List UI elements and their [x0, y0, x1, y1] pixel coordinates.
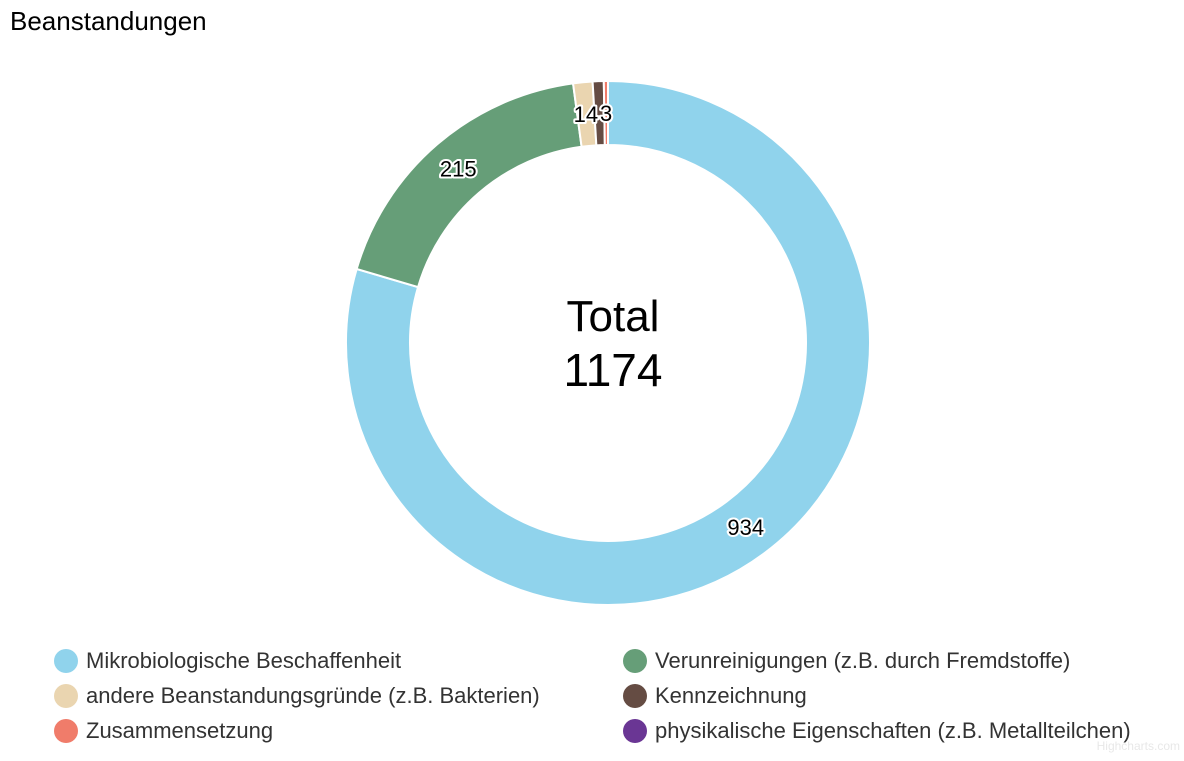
slice-labels: 934 215 14 3	[438, 99, 766, 542]
legend-item-verunreinigungen-z-b-durch-fremdstoffe[interactable]: Verunreinigungen (z.B. durch Fremdstoffe…	[623, 648, 1070, 674]
legend-item-kennzeichnung[interactable]: Kennzeichnung	[623, 683, 807, 709]
chart-credit[interactable]: Highcharts.com	[1096, 739, 1180, 753]
slice-label-andere-beanstandungsgründe-z-b-bakterien: 14	[574, 102, 598, 127]
slice-label-zusammensetzung: 3	[600, 101, 612, 126]
donut-chart: 934 215 14 3 Total 1174	[345, 79, 871, 606]
legend-swatch	[623, 719, 647, 743]
legend-swatch	[54, 649, 78, 673]
slice-zusammensetzung[interactable]	[602, 79, 609, 147]
legend-label: Zusammensetzung	[86, 718, 274, 743]
legend-swatch	[54, 684, 78, 708]
slice-verunreinigungen-z-b-durch-fremdstoffe[interactable]	[355, 82, 583, 289]
chart-title: Beanstandungen	[10, 6, 207, 36]
center-total-value: 1174	[564, 344, 663, 396]
legend-label: Mikrobiologische Beschaffenheit	[86, 648, 402, 673]
slice-label-verunreinigungen-z-b-durch-fremdstoffe: 215	[440, 156, 477, 181]
legend-label: Kennzeichnung	[655, 683, 807, 708]
chart-legend: Mikrobiologische Beschaffenheit Verunrein…	[54, 648, 1174, 753]
slice-mikrobiologische-beschaffenheit[interactable]	[345, 79, 871, 606]
legend-label: physikalische Eigenschaften (z.B. Metall…	[655, 718, 1131, 743]
legend-label: Verunreinigungen (z.B. durch Fremdstoffe…	[655, 648, 1071, 673]
legend-swatch	[623, 684, 647, 708]
donut-slices	[345, 79, 871, 606]
legend-item-zusammensetzung[interactable]: Zusammensetzung	[54, 718, 273, 744]
legend-item-physikalische-eigenschaften-z-b-metallteilchen[interactable]: physikalische Eigenschaften (z.B. Metall…	[623, 718, 1131, 744]
center-total-label: Total	[567, 292, 660, 341]
slice-label-mikrobiologische-beschaffenheit: 934	[727, 515, 764, 540]
legend-item-andere-beanstandungsgründe-z-b-bakterien[interactable]: andere Beanstandungsgründe (z.B. Bakteri…	[54, 683, 540, 709]
legend-label: andere Beanstandungsgründe (z.B. Bakteri…	[86, 683, 540, 708]
legend-swatch	[54, 719, 78, 743]
legend-item-mikrobiologische-beschaffenheit[interactable]: Mikrobiologische Beschaffenheit	[54, 648, 401, 674]
legend-swatch	[623, 649, 647, 673]
